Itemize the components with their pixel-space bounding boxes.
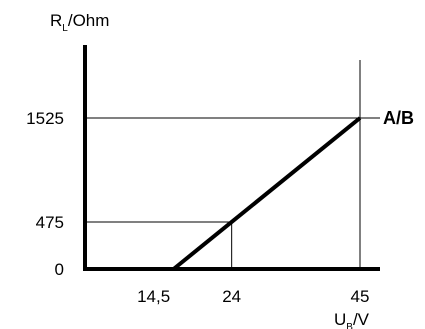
y-tick-label-2: 1525 (26, 109, 64, 128)
x-axis-title-subscript: B (346, 322, 353, 329)
x-axis-title: UB/V (334, 310, 370, 329)
y-tick-label-1: 475 (36, 213, 64, 232)
x-axis-title-unit: /V (353, 310, 370, 329)
series-layer: A/B (172, 108, 414, 271)
y-axis-title-main: R (50, 11, 62, 30)
axes (83, 45, 380, 271)
series-line-0 (172, 116, 362, 271)
tick-labels: 0 475 1525 14,5 24 45 (26, 109, 369, 306)
x-axis-title-main: U (334, 310, 346, 329)
x-tick-label-2: 45 (351, 287, 370, 306)
x-tick-label-1: 24 (222, 287, 241, 306)
y-axis-title-unit: /Ohm (68, 11, 110, 30)
y-tick-label-0: 0 (55, 260, 64, 279)
series-label-0: A/B (383, 108, 414, 128)
x-tick-label-0: 14,5 (137, 287, 170, 306)
y-axis-title: RL/Ohm (50, 11, 109, 34)
reference-lines (85, 60, 380, 269)
y-axis-title-subscript: L (62, 23, 68, 34)
